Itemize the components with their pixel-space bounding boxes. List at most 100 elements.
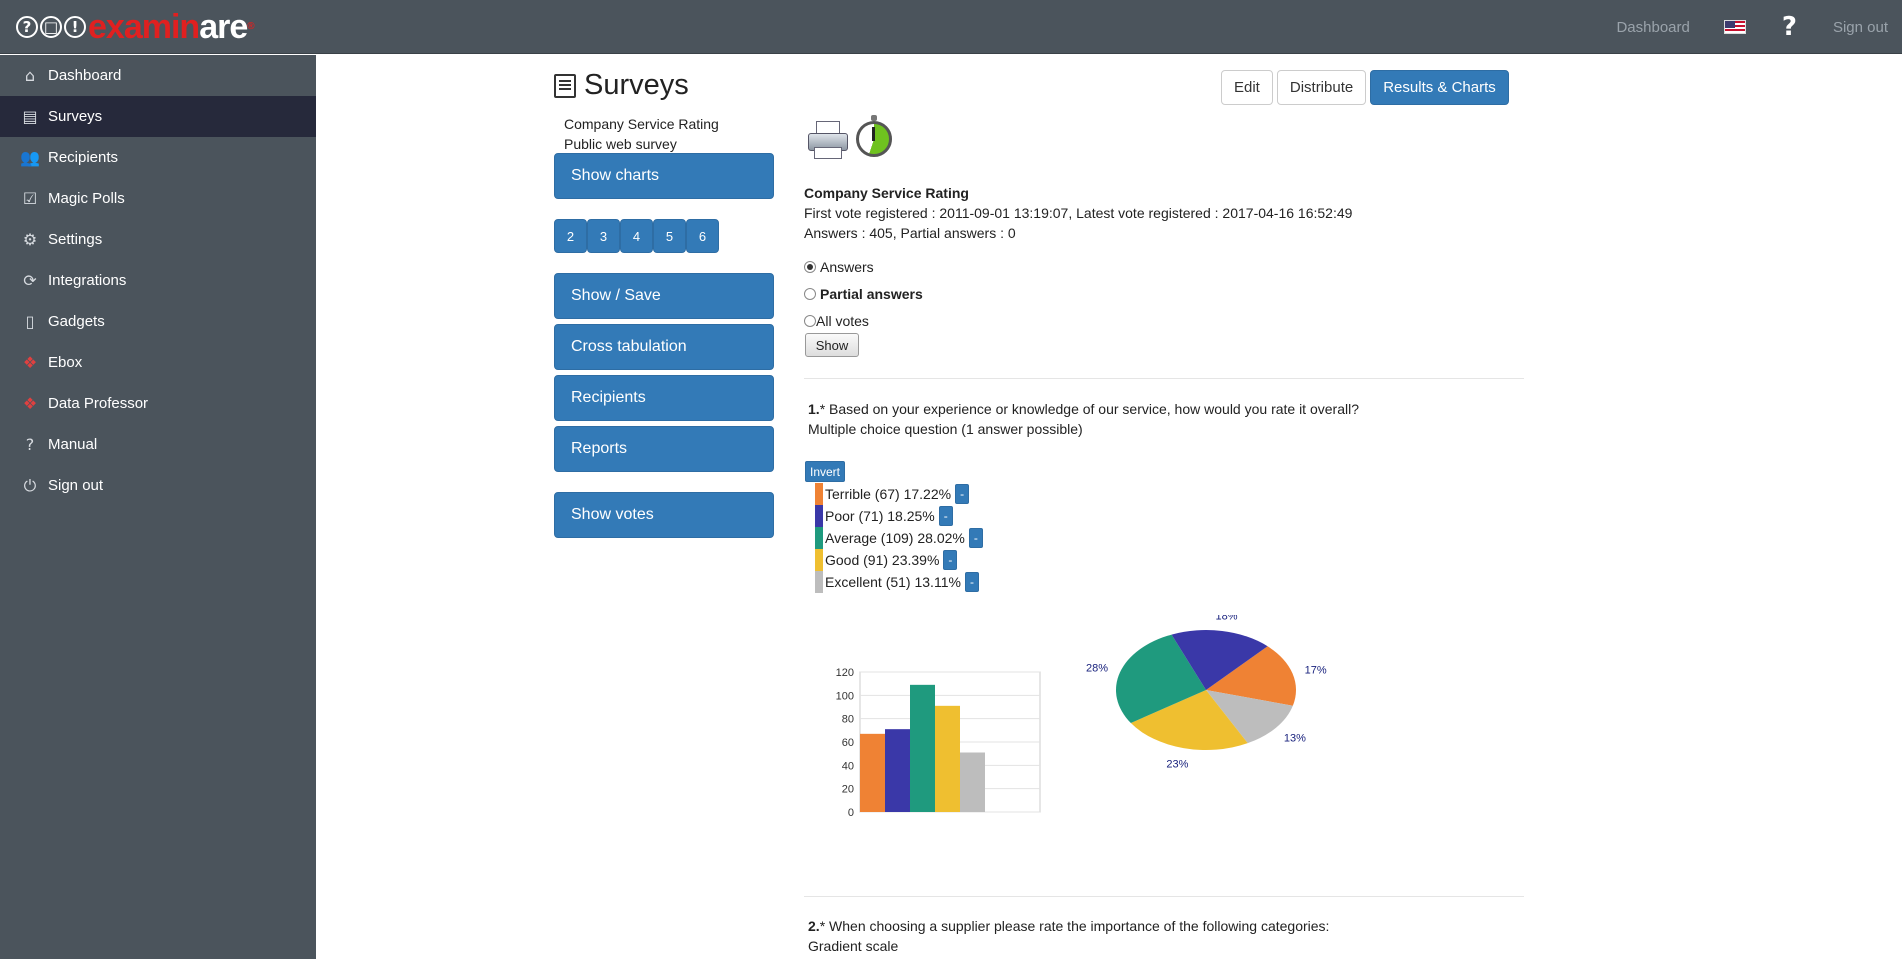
logo-box-icon: □ [40,16,62,38]
sidebar-item-magic-polls[interactable]: ☑ Magic Polls [0,178,316,219]
question-icon: ? [25,435,35,454]
recipients-button[interactable]: Recipients [554,375,774,421]
sidebar-item-label: Sign out [48,477,104,494]
pie-label: 18% [1215,615,1237,622]
legend-label: Excellent (51) 13.11% [825,574,961,590]
remove-answer-button[interactable]: - [968,528,983,548]
sidebar-item-ebox[interactable]: ❖ Ebox [0,342,316,383]
gears-icon: ⚙ [22,230,38,249]
sidebar-item-label: Settings [48,231,103,248]
question-1: 1.* Based on your experience or knowledg… [808,399,1359,439]
show-votes-button[interactable]: Show votes [554,492,774,538]
radio-answers-row[interactable]: Answers [804,253,923,280]
legend-label: Poor (71) 18.25% [825,508,935,524]
invert-button[interactable]: Invert [805,461,845,482]
pie-label: 17% [1305,664,1327,676]
main-content: Surveys Edit Distribute Results & Charts… [316,55,1902,959]
pie-label: 23% [1166,759,1188,771]
result-tools [806,115,894,161]
y-tick-label: 100 [836,690,854,702]
radio-answers[interactable] [804,260,816,273]
vote-filter: Answers Partial answers All votes [804,253,923,334]
remove-answer-button[interactable]: - [964,572,979,592]
bar-good [935,705,960,812]
page-button-3[interactable]: 3 [587,219,620,253]
sidebar-item-label: Surveys [48,108,103,125]
sidebar: ⌂ Dashboard ▤ Surveys 👥 Recipients ☑ Magic P… [0,55,316,959]
show-charts-button[interactable]: Show charts [554,153,774,199]
page-button-5[interactable]: 5 [653,219,686,253]
legend-label: Average (109) 28.02% [825,530,965,546]
page-button-6[interactable]: 6 [686,219,719,253]
pie-slice-good [1130,690,1248,750]
sidebar-item-gadgets[interactable]: ▯ Gadgets [0,301,316,342]
pie-slice-average [1116,634,1206,724]
brand-name-right: are [199,8,248,46]
sidebar-item-data-professor[interactable]: ❖ Data Professor [0,383,316,424]
page-pagination: 2 3 4 5 6 [554,219,719,253]
stopwatch-icon[interactable] [854,115,894,161]
sidebar-item-surveys[interactable]: ▤ Surveys [0,96,316,137]
legend-swatch [815,549,823,571]
y-tick-label: 20 [842,784,854,796]
show-save-button[interactable]: Show / Save [554,273,774,319]
remove-answer-button[interactable]: - [943,550,958,570]
y-tick-label: 0 [848,807,854,819]
radio-all[interactable] [804,314,816,327]
page-button-4[interactable]: 4 [620,219,653,253]
sidebar-item-integrations[interactable]: ⟳ Integrations [0,260,316,301]
logo-exclamation-icon: ! [64,16,86,38]
logo-icons: ? □ ! [16,16,86,38]
registered-mark: ® [247,21,254,32]
show-filter-button[interactable]: Show [805,333,859,357]
radio-partial[interactable] [804,287,816,300]
sidebar-item-label: Data Professor [48,395,149,412]
top-dashboard-link[interactable]: Dashboard [1616,18,1690,36]
edit-button[interactable]: Edit [1221,70,1273,105]
brand-name-left: examin [88,8,200,46]
sidebar-item-label: Ebox [48,354,83,371]
radio-all-label: All votes [816,312,869,329]
sidebar-item-recipients[interactable]: 👥 Recipients [0,137,316,178]
radio-partial-row[interactable]: Partial answers [804,280,923,307]
survey-header: Company Service Rating Public web survey [564,114,719,154]
top-nav: Dashboard ? Sign out [1616,0,1888,54]
y-tick-label: 60 [842,737,854,749]
help-icon[interactable]: ? [1781,12,1797,42]
question-2-title: 2.* When choosing a supplier please rate… [808,916,1329,936]
divider [804,378,1524,379]
required-mark: * [819,401,826,417]
summary-survey-name: Company Service Rating [804,185,969,201]
distribute-button[interactable]: Distribute [1276,70,1367,105]
us-flag-icon[interactable] [1723,20,1746,34]
logo-question-icon: ? [16,16,38,38]
top-signout-link[interactable]: Sign out [1832,18,1888,36]
y-tick-label: 80 [842,714,854,726]
legend-row-excellent: Excellent (51) 13.11% - [815,571,983,593]
question-2-type: Gradient scale [808,938,899,954]
legend-swatch [815,483,823,505]
cross-tabulation-button[interactable]: Cross tabulation [554,324,774,370]
survey-name: Company Service Rating [564,116,719,132]
printer-icon[interactable] [806,119,850,161]
legend-row-good: Good (91) 23.39% - [815,549,983,571]
radio-all-row[interactable]: All votes [804,307,923,334]
votes-registered-text: First vote registered : 2011-09-01 13:19… [804,205,1353,221]
home-icon: ⌂ [24,66,36,85]
sidebar-item-settings[interactable]: ⚙ Settings [0,219,316,260]
survey-actions: Edit Distribute Results & Charts [1221,70,1509,105]
remove-answer-button[interactable]: - [938,506,953,526]
pie-label: 28% [1086,663,1108,675]
sidebar-item-sign-out[interactable]: ⏻ Sign out [0,465,316,506]
reports-button[interactable]: Reports [554,426,774,472]
answers-count-text: Answers : 405, Partial answers : 0 [804,225,1016,241]
examinare-logo[interactable]: ? □ ! examinare® [16,10,255,44]
remove-answer-button[interactable]: - [955,484,970,504]
legend-row-average: Average (109) 28.02% - [815,527,983,549]
results-charts-button[interactable]: Results & Charts [1370,70,1509,105]
sidebar-item-dashboard[interactable]: ⌂ Dashboard [0,55,316,96]
legend-label: Good (91) 23.39% [825,552,940,568]
sidebar-item-manual[interactable]: ? Manual [0,424,316,465]
page-button-2[interactable]: 2 [554,219,587,253]
legend-swatch [815,527,823,549]
